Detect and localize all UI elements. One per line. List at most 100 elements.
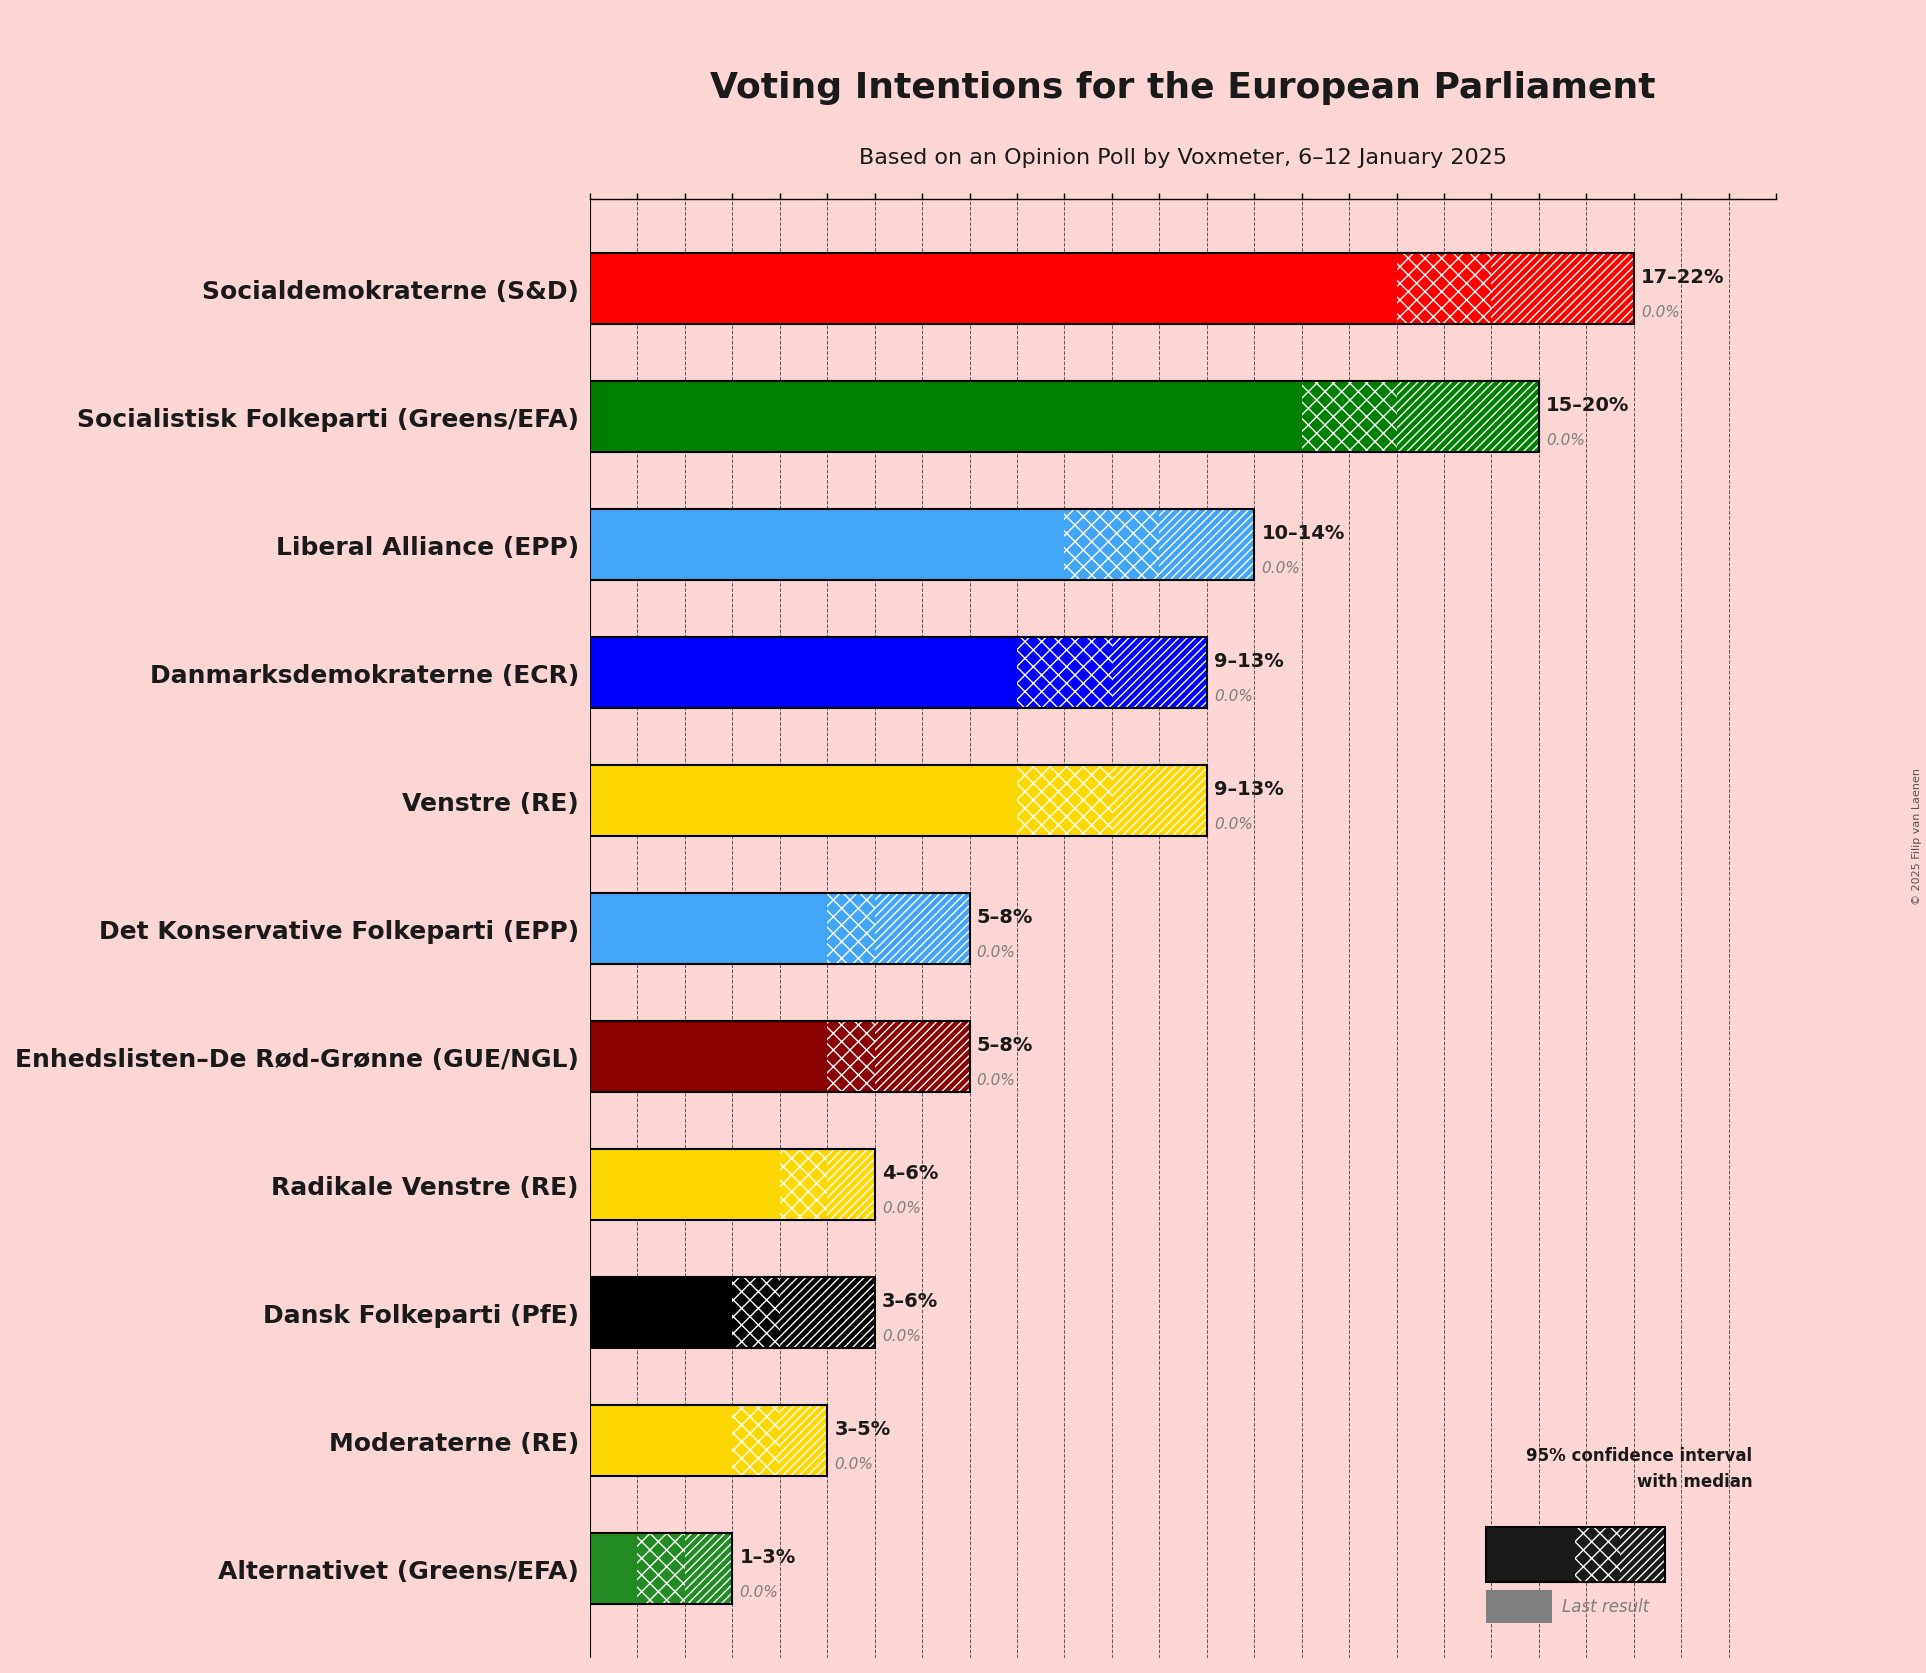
Bar — [1017, 766, 1111, 836]
Bar — [780, 1405, 828, 1476]
Text: 17–22%: 17–22% — [1641, 268, 1724, 288]
Text: 10–14%: 10–14% — [1262, 524, 1344, 544]
Bar — [1111, 766, 1208, 836]
Bar — [1111, 766, 1208, 836]
Bar — [589, 637, 1017, 708]
Bar — [589, 893, 828, 964]
Bar — [686, 1532, 732, 1604]
Bar — [686, 1532, 732, 1604]
Bar — [589, 1278, 732, 1348]
Bar — [1065, 510, 1159, 581]
Bar — [1065, 510, 1159, 581]
Bar — [1017, 766, 1111, 836]
Text: 0.0%: 0.0% — [1213, 816, 1252, 831]
Text: 0.0%: 0.0% — [1547, 433, 1585, 448]
Bar — [589, 766, 1208, 836]
Bar — [1485, 1527, 1575, 1583]
Bar — [780, 1405, 828, 1476]
Text: 3–5%: 3–5% — [834, 1419, 890, 1439]
Text: 5–8%: 5–8% — [976, 1036, 1032, 1054]
Bar — [828, 1149, 874, 1220]
Bar — [589, 1022, 969, 1092]
Text: 0.0%: 0.0% — [1262, 560, 1300, 576]
Bar — [589, 381, 1539, 452]
Text: 9–13%: 9–13% — [1213, 780, 1283, 800]
Text: 0.0%: 0.0% — [882, 1328, 921, 1343]
Bar — [874, 893, 969, 964]
Bar — [780, 1278, 874, 1348]
Bar — [1302, 381, 1396, 452]
Bar — [1017, 637, 1111, 708]
Text: 0.0%: 0.0% — [976, 944, 1015, 959]
Bar — [780, 1278, 874, 1348]
Bar — [1017, 637, 1111, 708]
Text: 5–8%: 5–8% — [976, 908, 1032, 927]
Bar — [589, 766, 1017, 836]
Bar — [589, 1532, 732, 1604]
Bar — [1396, 381, 1539, 452]
Text: 0.0%: 0.0% — [740, 1584, 778, 1599]
Bar — [589, 510, 1254, 581]
Text: 0.0%: 0.0% — [834, 1456, 872, 1471]
Bar — [589, 381, 1302, 452]
Bar — [828, 1022, 874, 1092]
Text: 0.0%: 0.0% — [882, 1200, 921, 1215]
Text: 3–6%: 3–6% — [882, 1292, 938, 1310]
Bar — [589, 1532, 638, 1604]
Bar — [1111, 637, 1208, 708]
Bar — [1396, 381, 1539, 452]
Bar — [589, 1022, 828, 1092]
Text: 1–3%: 1–3% — [740, 1548, 795, 1566]
Bar — [732, 1405, 780, 1476]
Bar — [589, 254, 1396, 325]
Bar — [1491, 254, 1633, 325]
Bar — [1159, 510, 1254, 581]
Bar — [1396, 254, 1491, 325]
Text: Based on an Opinion Poll by Voxmeter, 6–12 January 2025: Based on an Opinion Poll by Voxmeter, 6–… — [859, 147, 1508, 167]
Bar — [589, 1405, 732, 1476]
Bar — [828, 1149, 874, 1220]
Bar — [732, 1278, 780, 1348]
Bar — [1620, 1527, 1664, 1583]
Bar — [589, 1405, 828, 1476]
Bar — [1159, 510, 1254, 581]
Bar — [874, 1022, 969, 1092]
Text: Last result: Last result — [1562, 1598, 1649, 1616]
Text: Voting Intentions for the European Parliament: Voting Intentions for the European Parli… — [711, 70, 1656, 105]
Text: 0.0%: 0.0% — [1641, 304, 1679, 320]
Text: 9–13%: 9–13% — [1213, 652, 1283, 671]
Text: 15–20%: 15–20% — [1547, 397, 1629, 415]
Bar — [1491, 254, 1633, 325]
Bar — [732, 1405, 780, 1476]
Bar — [828, 893, 874, 964]
Bar — [589, 1278, 874, 1348]
Bar — [638, 1532, 686, 1604]
Bar — [1485, 1527, 1664, 1583]
Bar — [1575, 1527, 1620, 1583]
Bar — [638, 1532, 686, 1604]
Bar — [874, 893, 969, 964]
Bar — [1111, 637, 1208, 708]
Bar — [589, 510, 1065, 581]
Bar — [589, 1149, 874, 1220]
Bar — [1302, 381, 1396, 452]
Text: © 2025 Filip van Laenen: © 2025 Filip van Laenen — [1913, 768, 1922, 905]
Bar — [780, 1149, 828, 1220]
Text: 4–6%: 4–6% — [882, 1164, 938, 1183]
Bar — [589, 254, 1633, 325]
Bar — [1620, 1527, 1664, 1583]
Bar — [1575, 1527, 1620, 1583]
Bar — [828, 893, 874, 964]
Bar — [589, 1149, 780, 1220]
Bar — [1396, 254, 1491, 325]
Bar — [1485, 1589, 1552, 1623]
Bar — [780, 1149, 828, 1220]
Bar — [589, 893, 969, 964]
Bar — [828, 1022, 874, 1092]
Text: 0.0%: 0.0% — [1213, 689, 1252, 703]
Text: 95% confidence interval
with median: 95% confidence interval with median — [1525, 1445, 1753, 1491]
Bar — [874, 1022, 969, 1092]
Bar — [732, 1278, 780, 1348]
Text: 0.0%: 0.0% — [976, 1072, 1015, 1087]
Bar — [589, 637, 1208, 708]
